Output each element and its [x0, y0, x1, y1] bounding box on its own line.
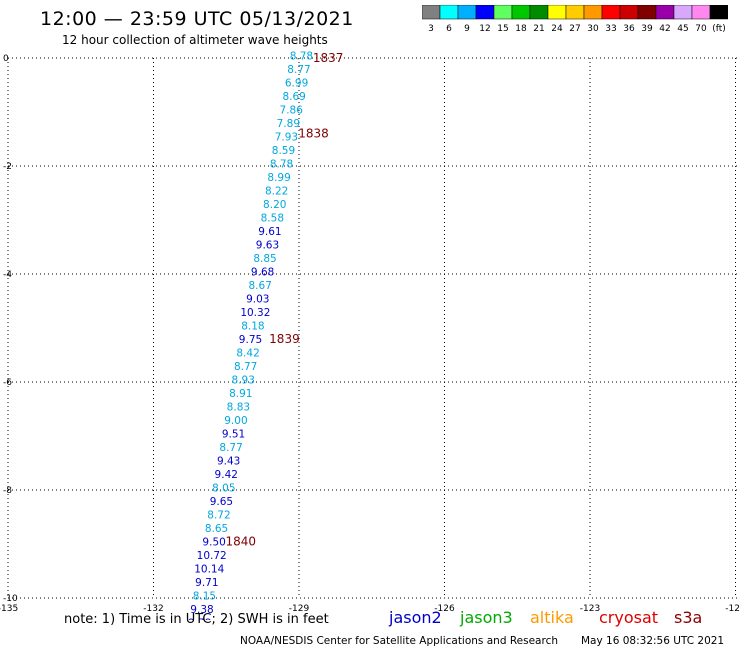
wave-height-point: 8.77 — [287, 64, 310, 76]
legend-jason2: jason2 — [389, 608, 442, 627]
time-label: 1840 — [226, 534, 257, 548]
wave-height-point: 8.18 — [241, 320, 264, 332]
color-scale-label: 45 — [677, 24, 688, 34]
credit-line: NOAA/NESDIS Center for Satellite Applica… — [240, 635, 558, 647]
wave-height-point: 9.38 — [190, 604, 213, 616]
wave-height-point: 9.63 — [256, 239, 279, 251]
footer-note: note: 1) Time is in UTC; 2) SWH is in fe… — [64, 612, 329, 627]
wave-height-point: 8.83 — [227, 401, 250, 413]
wave-height-point: 8.22 — [265, 185, 288, 197]
color-scale-label: 12 — [479, 24, 490, 34]
wave-height-point: 9.61 — [258, 226, 281, 238]
time-label: 1838 — [298, 127, 329, 141]
color-scale-label: 30 — [587, 24, 599, 34]
wave-height-point: 10.32 — [240, 307, 270, 319]
chart-title: 12:00 — 23:59 UTC 05/13/2021 — [40, 8, 354, 30]
x-tick-label: -123 — [580, 604, 600, 614]
color-scale-label: 3 — [428, 24, 434, 34]
x-tick-label: -120 — [725, 604, 740, 614]
wave-height-point: 9.68 — [251, 266, 274, 278]
color-scale-label: 70 — [695, 24, 707, 34]
color-scale-label: 9 — [464, 24, 470, 34]
y-tick-label: 0 — [3, 54, 9, 64]
wave-height-point: 8.15 — [193, 590, 216, 602]
legend-jason3: jason3 — [460, 608, 513, 627]
wave-height-point: 8.77 — [219, 442, 242, 454]
wave-height-point: 8.20 — [263, 199, 286, 211]
wave-height-plot: -135-132-129-126-123-1200-2-4-6-8-108.78… — [0, 50, 740, 620]
wave-height-point: 9.50 — [202, 536, 225, 548]
wave-height-point: 8.77 — [234, 361, 257, 373]
wave-height-point: 8.67 — [249, 280, 272, 292]
time-label: 1839 — [269, 332, 300, 346]
wave-height-point: 7.89 — [277, 118, 300, 130]
color-scale-legend: 3 6 9 12 15 18 21 24 27 30 33 36 39 42 45 70 (ft) — [422, 5, 728, 34]
color-swatch — [709, 5, 728, 20]
wave-height-point: 7.86 — [280, 104, 304, 116]
wave-height-point: 8.91 — [229, 388, 252, 400]
legend-s3a: s3a — [674, 608, 703, 627]
y-tick-label: -10 — [3, 594, 18, 604]
color-scale-label: 15 — [497, 24, 508, 34]
wave-height-point: 9.65 — [210, 496, 233, 508]
x-tick-label: -126 — [434, 604, 455, 614]
wave-height-point: 8.58 — [261, 212, 284, 224]
wave-height-point: 6.99 — [285, 77, 308, 89]
color-scale-label: 18 — [515, 24, 527, 34]
chart-subtitle: 12 hour collection of altimeter wave hei… — [62, 33, 328, 47]
wave-height-point: 9.43 — [217, 455, 240, 467]
wave-height-point: 8.78 — [270, 158, 293, 170]
y-tick-label: -2 — [3, 162, 12, 172]
wave-height-point: 8.69 — [282, 91, 305, 103]
color-scale-label: 36 — [623, 24, 635, 34]
wave-height-point: 8.93 — [232, 374, 255, 386]
wave-height-point: 8.65 — [205, 523, 228, 535]
wave-height-point: 7.93 — [275, 131, 298, 143]
wave-height-point: 9.78 — [188, 617, 211, 620]
wave-height-point: 9.75 — [239, 334, 262, 346]
color-scale-label: 24 — [551, 24, 563, 34]
color-scale-label: 39 — [641, 24, 653, 34]
generated-timestamp: May 16 08:32:56 UTC 2021 — [581, 635, 725, 647]
wave-height-point: 8.42 — [236, 347, 259, 359]
time-label: 1837 — [313, 51, 344, 65]
color-scale-label: 42 — [659, 24, 670, 34]
wave-height-point: 10.14 — [194, 563, 224, 575]
wave-height-point: 10.72 — [197, 550, 227, 562]
color-scale-label: (ft) — [712, 24, 726, 34]
legend-altika: altika — [530, 608, 574, 627]
wave-height-point: 9.71 — [195, 577, 218, 589]
wave-height-point: 9.03 — [246, 293, 269, 305]
color-scale-label: 27 — [569, 24, 580, 34]
wave-height-point: 8.78 — [290, 50, 313, 62]
x-tick-label: -135 — [0, 604, 18, 614]
legend-cryosat: cryosat — [599, 608, 659, 627]
x-tick-label: -129 — [289, 604, 310, 614]
wave-height-point: 8.05 — [212, 482, 235, 494]
wave-height-point: 9.00 — [224, 415, 247, 427]
x-tick-label: -132 — [143, 604, 163, 614]
wave-height-point: 9.51 — [222, 428, 245, 440]
wave-height-point: 8.72 — [207, 509, 230, 521]
wave-height-point: 8.59 — [272, 145, 295, 157]
color-scale-label: 21 — [533, 24, 544, 34]
wave-height-point: 8.85 — [253, 253, 276, 265]
wave-height-point: 9.42 — [215, 469, 238, 481]
color-scale-label: 33 — [605, 24, 616, 34]
wave-height-point: 8.99 — [267, 172, 290, 184]
color-scale-label: 6 — [446, 24, 452, 34]
